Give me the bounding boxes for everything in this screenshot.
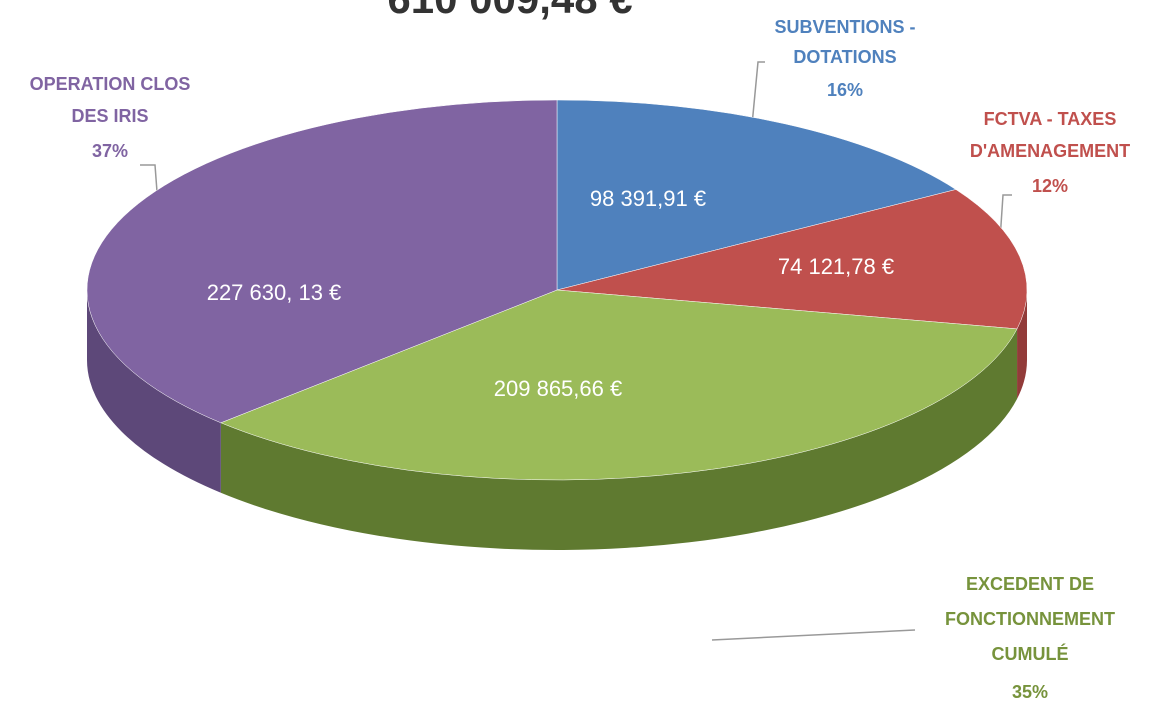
slice (220, 289, 1018, 481)
leader-line (999, 194, 1012, 241)
category-label: OPERATION CLOS (30, 74, 191, 94)
category-label: DOTATIONS (793, 47, 896, 67)
value-label: 74 121,78 € (778, 254, 894, 279)
percent-label: 37% (92, 141, 128, 161)
category-label: CUMULÉ (992, 643, 1069, 664)
percent-label: 16% (827, 80, 863, 100)
slice-side (1017, 290, 1027, 399)
percent-label: 35% (1012, 682, 1048, 701)
slice (556, 189, 1028, 330)
value-label: 98 391,91 € (590, 186, 706, 211)
leader-line (711, 629, 916, 641)
slice (556, 99, 957, 291)
value-label: 209 865,66 € (494, 376, 622, 401)
slice-side (87, 290, 221, 493)
category-label: FONCTIONNEMENT (945, 609, 1115, 629)
category-label: D'AMENAGEMENT (970, 141, 1130, 161)
category-label: SUBVENTIONS - (774, 17, 915, 37)
category-label: FCTVA - TAXES (984, 109, 1117, 129)
slice-side (220, 328, 1018, 550)
leader-line (751, 61, 765, 126)
category-label: DES IRIS (71, 106, 148, 126)
chart-title: 610 009,48 € (387, 0, 632, 22)
category-label: EXCEDENT DE (966, 574, 1094, 594)
slice (86, 99, 558, 424)
percent-label: 12% (1032, 176, 1068, 196)
value-label: 227 630, 13 € (207, 280, 342, 305)
